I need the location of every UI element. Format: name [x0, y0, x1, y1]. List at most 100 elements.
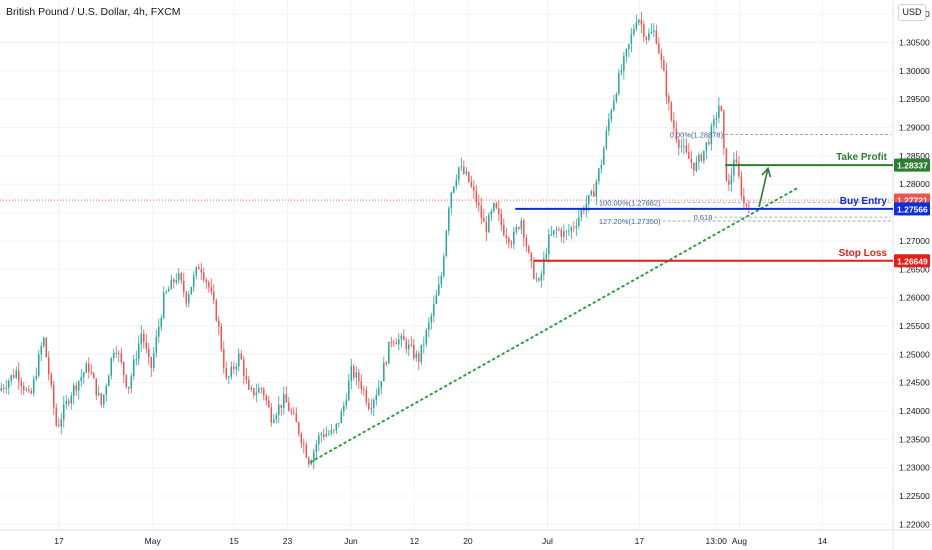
candle-body: [103, 394, 105, 405]
candle-body: [168, 289, 170, 292]
x-tick-label: 15: [229, 536, 239, 546]
candle-body: [585, 203, 588, 211]
candle-body: [688, 152, 690, 159]
candle-body: [540, 274, 543, 281]
candle-body: [340, 411, 343, 424]
candle-body: [215, 300, 218, 321]
candle-body: [500, 213, 503, 225]
x-tick-label: 17: [54, 536, 64, 546]
y-tick-label: 1.30500: [899, 38, 930, 48]
candle-body: [515, 227, 518, 232]
candle-body: [188, 294, 190, 303]
x-tick-label: 14: [818, 536, 828, 546]
candle-body: [480, 205, 483, 218]
candle-body: [118, 353, 120, 355]
candle-body: [703, 150, 705, 162]
candle-body: [475, 190, 478, 203]
candle-body: [438, 284, 440, 296]
fib-level-100-label: 100.00%(1.27682): [599, 198, 661, 207]
candle-body: [205, 279, 208, 283]
candle-body: [50, 374, 53, 385]
candle-body: [223, 349, 225, 369]
candle-body: [705, 142, 708, 151]
candle-body: [740, 176, 743, 196]
candle-body: [398, 339, 400, 345]
candle-body: [113, 352, 115, 359]
candle-body: [673, 120, 675, 129]
candle-body: [505, 235, 508, 238]
y-tick-label: 1.30000: [899, 66, 930, 76]
trendline[interactable]: [309, 186, 801, 463]
candle-body: [545, 254, 548, 259]
candle-body: [65, 400, 68, 405]
candle-body: [420, 344, 423, 362]
x-tick-label: 12: [410, 536, 420, 546]
candle-body: [428, 322, 430, 331]
x-tick-label: Aug: [732, 536, 747, 546]
candle-body: [423, 344, 425, 345]
candle-body: [453, 186, 455, 193]
candle-body: [455, 179, 458, 187]
candle-body: [93, 373, 95, 379]
y-tick-label: 1.28000: [899, 179, 930, 189]
candle-body: [125, 374, 128, 387]
y-tick-label: 1.26000: [899, 293, 930, 303]
candle-body: [653, 30, 655, 32]
candle-body: [100, 393, 103, 405]
candle-body: [130, 376, 133, 389]
candle-body: [368, 402, 370, 410]
candle-body: [568, 231, 570, 233]
candle-body: [535, 278, 538, 280]
candle-body: [640, 20, 643, 25]
stop-loss-label: Stop Loss: [839, 248, 888, 259]
candle-body: [245, 376, 248, 380]
candle-body: [350, 366, 353, 381]
candle-body: [58, 424, 60, 427]
candle-body: [88, 363, 90, 373]
candle-body: [315, 444, 318, 452]
candle-body: [318, 435, 320, 445]
candle-body: [588, 194, 590, 204]
candle-body: [28, 389, 30, 391]
candle-body: [148, 348, 150, 358]
y-tick-label: 1.25500: [899, 321, 930, 331]
x-tick-label: Jun: [344, 536, 358, 546]
candle-body: [573, 227, 575, 229]
candle-body: [353, 366, 355, 378]
candle-body: [213, 291, 215, 301]
candle-body: [203, 272, 205, 280]
candle-body: [343, 405, 345, 412]
candle-body: [233, 366, 235, 370]
candle-body: [90, 372, 93, 374]
candle-body: [558, 229, 560, 231]
candle-body: [45, 337, 48, 358]
candle-body: [618, 72, 620, 94]
candle-body: [443, 256, 445, 276]
candle-body: [228, 376, 230, 378]
candle-body: [590, 191, 593, 195]
candle-body: [128, 386, 130, 389]
candle-body: [360, 381, 363, 390]
candle-body: [603, 148, 605, 165]
candle-body: [323, 434, 325, 437]
candle-body: [593, 191, 595, 197]
candle-body: [308, 457, 310, 465]
candle-body: [643, 24, 645, 38]
y-tick-label: 1.29000: [899, 123, 930, 133]
candle-body: [693, 162, 695, 171]
candle-body: [328, 433, 330, 435]
candle-body: [630, 34, 633, 44]
candle-body: [288, 402, 290, 412]
candle-body: [303, 443, 305, 445]
candle-body: [23, 385, 25, 391]
currency-button[interactable]: USD: [898, 4, 926, 21]
current-price-tag-label: 1.27721: [897, 196, 928, 206]
candle-body: [165, 291, 168, 293]
candle-body: [490, 211, 493, 215]
candle-body: [155, 336, 158, 353]
candle-body: [563, 231, 565, 237]
candle-body: [248, 379, 250, 390]
candle-body: [238, 353, 240, 367]
